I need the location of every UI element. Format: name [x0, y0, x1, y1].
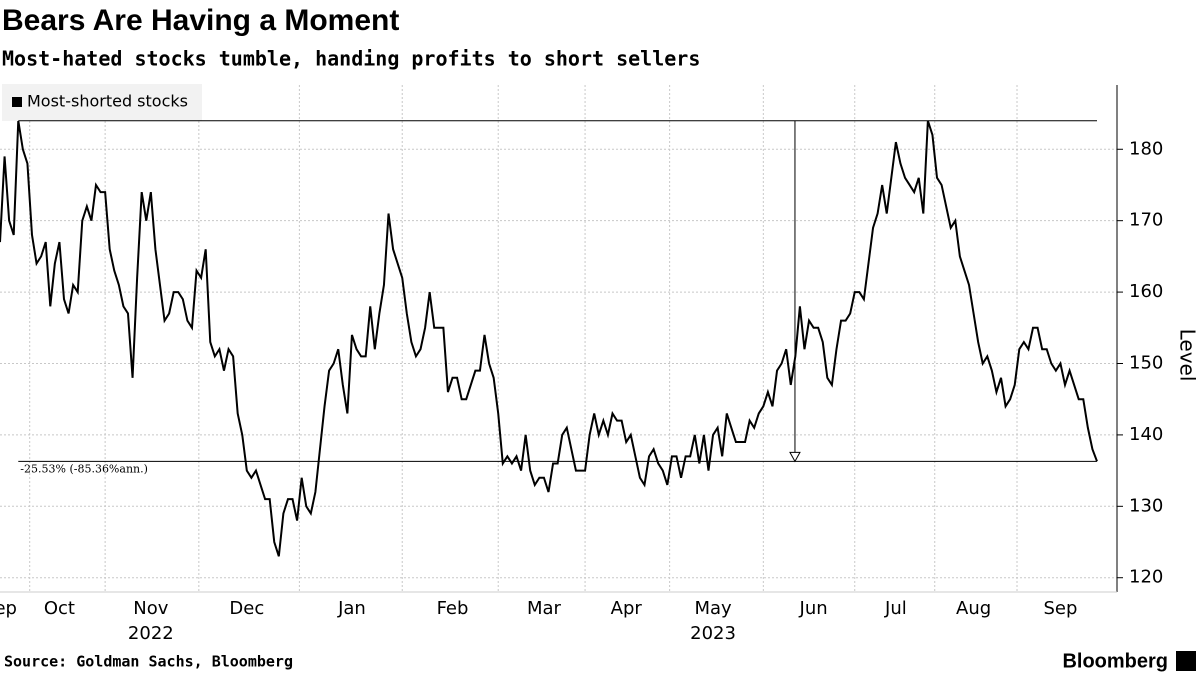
x-tick-label: Sep [1043, 598, 1077, 619]
y-tick-label: 170 [1129, 210, 1163, 231]
x-tick-label: Sep [0, 598, 17, 619]
y-tick-label: 130 [1129, 495, 1163, 516]
x-tick-label: Jan [337, 598, 366, 619]
legend-label: Most-shorted stocks [27, 92, 188, 111]
x-tick-label: Mar [527, 598, 562, 619]
annotation-text: -25.53% (-85.36%ann.) [20, 462, 148, 475]
y-tick-label: 160 [1129, 281, 1163, 302]
x-tick-label: Oct [44, 598, 75, 619]
y-tick-label: 180 [1129, 138, 1163, 159]
x-tick-label: Jul [884, 598, 907, 619]
line [0, 120, 1098, 557]
annotation-arrowhead [789, 451, 801, 463]
brand-icon [1176, 651, 1196, 671]
legend-box [2, 84, 202, 121]
y-tick-label: 120 [1129, 567, 1163, 588]
y-axis-label: Level [1176, 329, 1200, 382]
x-year-label: 2023 [690, 623, 736, 644]
chart-subtitle: Most-hated stocks tumble, handing profit… [2, 47, 700, 71]
legend-swatch [12, 97, 22, 107]
x-tick-label: Aug [956, 598, 991, 619]
y-tick-label: 150 [1129, 352, 1163, 373]
x-year-label: 2022 [128, 623, 174, 644]
source: Source: Goldman Sachs, Bloomberg [4, 653, 293, 671]
x-tick-label: Dec [229, 598, 264, 619]
y-tick-label: 140 [1129, 424, 1163, 445]
x-tick-label: May [694, 598, 732, 619]
x-tick-label: Jun [799, 598, 828, 619]
x-tick-label: Feb [437, 598, 469, 619]
chart-title: Bears Are Having a Moment [2, 4, 399, 37]
x-tick-label: Apr [611, 598, 643, 619]
x-tick-label: Nov [133, 598, 168, 619]
brand: Bloomberg [1062, 650, 1168, 672]
